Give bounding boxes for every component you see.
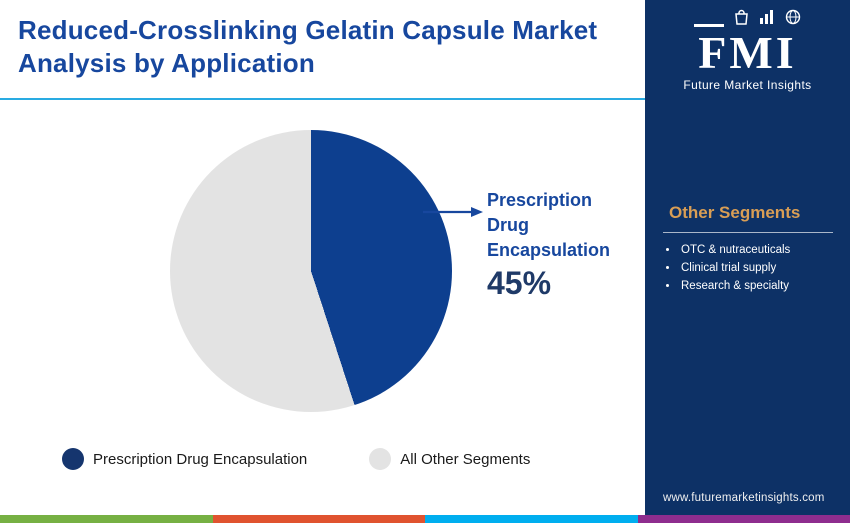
legend-label: Prescription Drug Encapsulation xyxy=(93,450,308,468)
callout-label-line: Drug xyxy=(487,214,529,235)
chart-panel: Reduced-Crosslinking Gelatin Capsule Mar… xyxy=(0,15,645,470)
logo-text: FMI xyxy=(698,27,797,78)
title-divider xyxy=(0,98,645,100)
footer-strips xyxy=(0,515,850,523)
other-segments-title: Other Segments xyxy=(669,203,801,222)
chart-icon xyxy=(759,9,775,30)
legend-item: All Other Segments xyxy=(369,448,530,470)
other-segments-list: OTC & nutraceuticals Clinical trial supp… xyxy=(679,244,790,298)
logo-subtext: Future Market Insights xyxy=(683,78,812,92)
callout-value: 45% xyxy=(487,265,552,302)
segment-list-item: Clinical trial supply xyxy=(679,262,790,274)
logo-bar xyxy=(694,24,724,27)
shopping-bag-icon xyxy=(734,9,749,30)
page-title: Reduced-Crosslinking Gelatin Capsule Mar… xyxy=(18,15,598,78)
logo-icons xyxy=(645,9,850,30)
legend-swatch xyxy=(62,448,84,470)
pie-callout: Prescription Drug Encapsulation 45% xyxy=(487,188,662,302)
fmi-logo: FMI Future Market Insights xyxy=(645,9,850,92)
callout-arrow xyxy=(423,205,483,223)
footer-strip-segment xyxy=(212,515,425,523)
footer-strip-segment xyxy=(0,515,213,523)
globe-icon xyxy=(785,9,801,30)
footer-strip-segment xyxy=(637,515,850,523)
callout-label-line: Prescription xyxy=(487,190,593,210)
footer-strip-segment xyxy=(425,515,638,523)
pie-chart xyxy=(170,130,452,412)
legend-label: All Other Segments xyxy=(400,450,531,468)
sidebar: FMI Future Market Insights Other Segment… xyxy=(645,0,850,523)
website-url: www.futuremarketinsights.com xyxy=(663,492,825,504)
segment-list-item: Research & specialty xyxy=(679,280,790,292)
legend-swatch xyxy=(369,448,392,470)
legend-item: Prescription Drug Encapsulation xyxy=(62,448,307,470)
segment-list-item: OTC & nutraceuticals xyxy=(679,244,790,256)
callout-label-line: Encapsulation xyxy=(487,239,611,260)
chart-legend: Prescription Drug Encapsulation All Othe… xyxy=(62,448,530,470)
other-segments-divider xyxy=(663,232,833,233)
